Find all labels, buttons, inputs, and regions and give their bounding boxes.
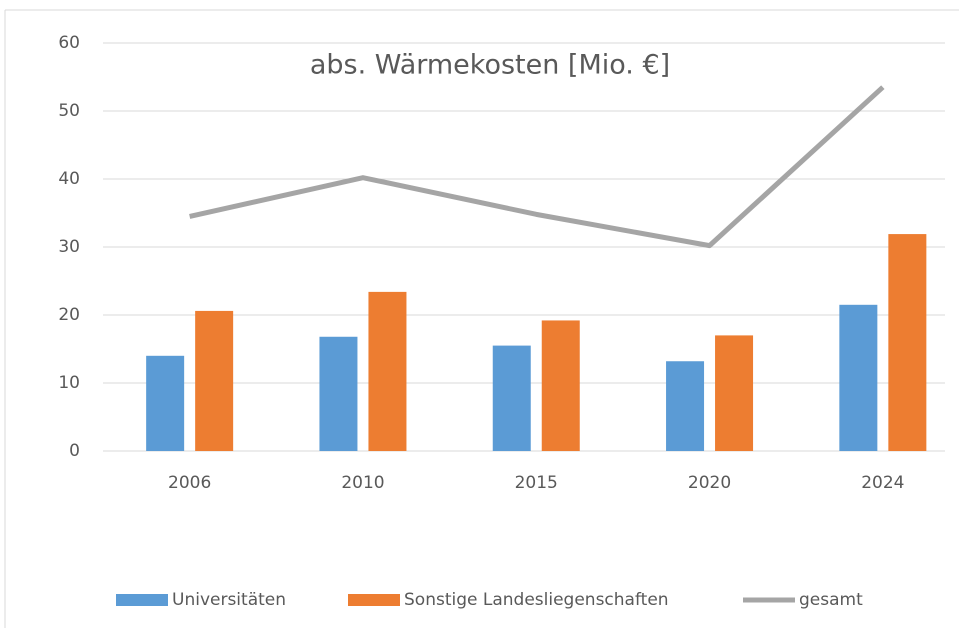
- bar: [839, 304, 878, 451]
- legend-label: Universitäten: [172, 590, 286, 610]
- legend-swatch: [116, 594, 168, 606]
- y-tick-label: 20: [58, 305, 80, 325]
- y-tick-label: 40: [58, 169, 80, 189]
- bar: [541, 320, 580, 451]
- bar: [146, 355, 185, 451]
- legend-label: Sonstige Landesliegenschaften: [404, 590, 669, 610]
- x-tick-label: 2010: [341, 473, 384, 493]
- bar: [888, 234, 927, 451]
- y-tick-label: 30: [58, 237, 80, 257]
- bar: [715, 335, 754, 451]
- x-tick-label: 2015: [515, 473, 558, 493]
- bar: [666, 361, 705, 451]
- chart-title: abs. Wärmekosten [Mio. €]: [310, 50, 670, 81]
- y-tick-label: 10: [58, 373, 80, 393]
- y-tick-label: 50: [58, 101, 80, 121]
- x-tick-label: 2006: [168, 473, 211, 493]
- bar: [195, 310, 234, 451]
- bar: [319, 336, 358, 451]
- bar: [368, 291, 407, 451]
- x-tick-label: 2024: [861, 473, 904, 493]
- bar: [492, 345, 531, 451]
- y-tick-label: 60: [58, 33, 80, 53]
- legend-label: gesamt: [799, 590, 863, 610]
- y-tick-label: 0: [69, 441, 80, 461]
- x-tick-label: 2020: [688, 473, 731, 493]
- line: [189, 85, 885, 249]
- legend-swatch: [348, 594, 400, 606]
